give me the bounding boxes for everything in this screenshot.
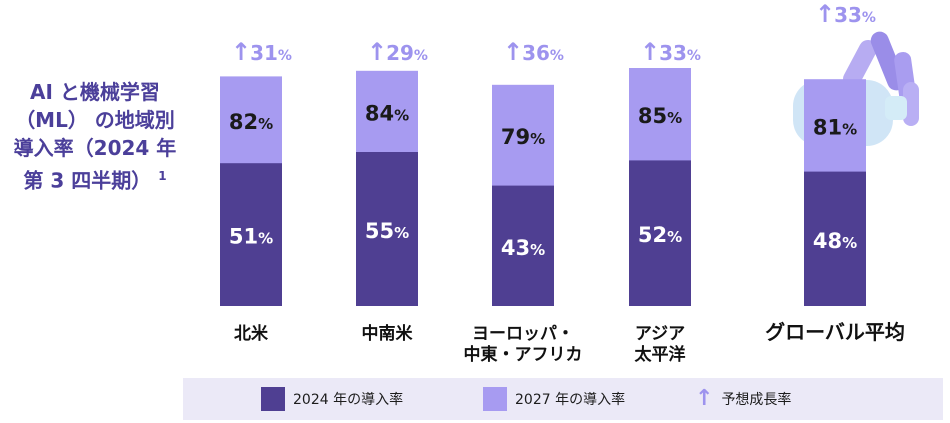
legend-item-2024: 2024 年の導入率 (261, 387, 403, 411)
bar-2024-4 (804, 171, 866, 306)
growth-label-1: 29% (386, 41, 428, 65)
legend-label-growth: 予想成長率 (721, 392, 792, 408)
growth-label-2: 36% (522, 41, 564, 65)
legend-label-2024: 2024 年の導入率 (293, 392, 404, 408)
legend-item-2027: 2027 年の導入率 (483, 387, 625, 411)
category-label-2-1: 中東・アフリカ (464, 344, 583, 365)
growth-label-0: 31% (250, 41, 292, 65)
chart-title-footnote: 1 (158, 169, 167, 183)
category-label-2-0: ヨーロッパ・ (472, 324, 574, 344)
label-2027-4: 81% (813, 115, 857, 139)
category-label-3-1: 太平洋 (635, 344, 686, 365)
legend-swatch-2027 (483, 387, 507, 411)
category-label-3-0: アジア (635, 324, 685, 344)
category-label-0-0: 北米 (234, 323, 269, 344)
growth-up-arrow-icon-3: ↑ (640, 38, 660, 66)
category-label-1-0: 中南米 (362, 323, 414, 344)
category-label-4-0: グローバル平均 (765, 320, 905, 344)
label-2027-3: 85% (638, 104, 682, 128)
legend-item-growth: ↑ 予想成長率 (695, 387, 791, 411)
up-arrow-icon: ↑ (695, 386, 714, 411)
growth-label-4: 33% (834, 3, 876, 27)
label-2027-1: 84% (365, 101, 409, 125)
label-2024-2: 43% (501, 236, 545, 260)
chart-legend: 2024 年の導入率 2027 年の導入率 ↑ 予想成長率 (183, 378, 943, 420)
bar-2024-1 (356, 152, 418, 306)
legend-swatch-2024 (261, 387, 285, 411)
growth-up-arrow-icon-2: ↑ (503, 38, 523, 66)
bar-2024-2 (492, 185, 554, 306)
label-2027-2: 79% (501, 125, 545, 149)
label-2027-0: 82% (229, 110, 273, 134)
label-2024-0: 51% (229, 225, 273, 249)
growth-up-arrow-icon-4: ↑ (815, 0, 835, 28)
chart-title: AI と機械学習（ML） の地域別導入率（2024 年第 3 四半期） 1 (6, 78, 184, 195)
label-2024-4: 48% (813, 229, 857, 253)
bar-2024-0 (220, 163, 282, 306)
growth-up-arrow-icon-1: ↑ (367, 38, 387, 66)
chart-title-text: AI と機械学習（ML） の地域別導入率（2024 年第 3 四半期） (13, 80, 177, 193)
growth-up-arrow-icon-0: ↑ (231, 38, 251, 66)
label-2024-3: 52% (638, 223, 682, 247)
legend-label-2027: 2027 年の導入率 (515, 392, 626, 408)
bar-2024-3 (629, 160, 691, 306)
growth-label-3: 33% (659, 41, 701, 65)
label-2024-1: 55% (365, 219, 409, 243)
